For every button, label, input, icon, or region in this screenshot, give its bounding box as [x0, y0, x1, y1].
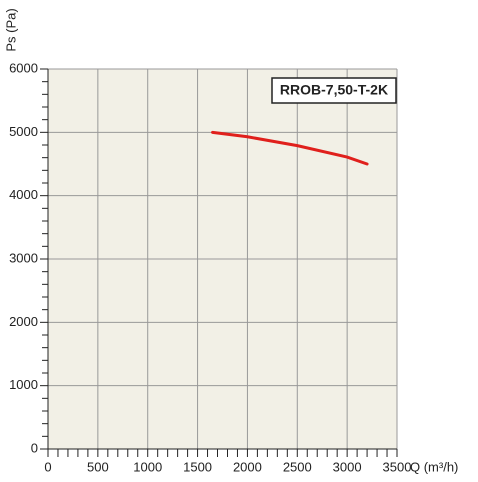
y-tick-label: 0	[31, 440, 38, 455]
y-tick-label: 3000	[9, 250, 38, 265]
y-tick-label: 1000	[9, 377, 38, 392]
chart-title: RROB-7,50-T-2K	[280, 82, 388, 98]
x-tick-label: 1000	[133, 459, 162, 474]
curve	[211, 130, 369, 166]
y-axis-label: Ps (Pa)	[3, 8, 18, 51]
x-axis-label: Q (m³/h)	[410, 459, 458, 474]
x-tick-label: 3000	[333, 459, 362, 474]
x-tick-label: 500	[87, 459, 109, 474]
y-tick-label: 6000	[9, 60, 38, 75]
x-tick-label: 3500	[383, 459, 412, 474]
y-tick-label: 2000	[9, 314, 38, 329]
x-tick-label: 2000	[233, 459, 262, 474]
x-tick-label: 2500	[283, 459, 312, 474]
y-tick-label: 4000	[9, 187, 38, 202]
x-tick-label: 1500	[183, 459, 212, 474]
title-box	[271, 77, 397, 104]
y-tick-label: 5000	[9, 124, 38, 139]
x-tick-label: 0	[44, 459, 51, 474]
